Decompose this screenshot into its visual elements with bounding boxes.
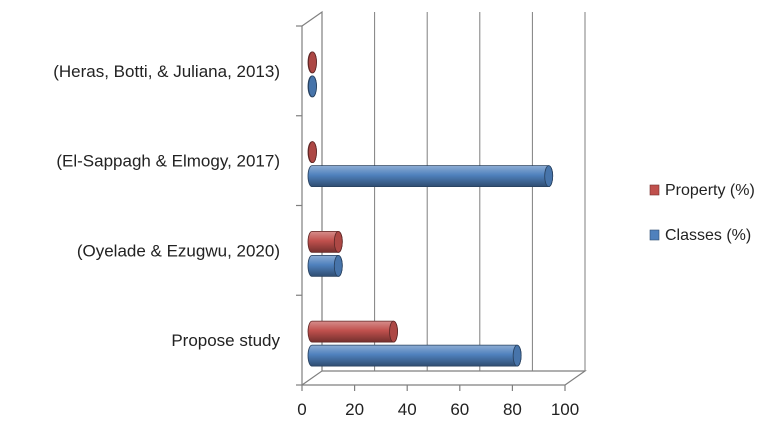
category-label: (Heras, Botti, & Juliana, 2013) (53, 62, 280, 81)
legend: Property (%) Classes (%) (649, 182, 755, 244)
category-label: (El-Sappagh & Elmogy, 2017) (56, 152, 280, 171)
bar (307, 51, 317, 74)
bars-layer (307, 51, 554, 367)
category-label: Propose study (171, 331, 280, 350)
grid-layer (321, 12, 586, 371)
bar (307, 254, 343, 277)
bar (307, 344, 522, 367)
x-tick-label: 100 (551, 400, 579, 419)
category-labels: (Heras, Botti, & Juliana, 2013) (El-Sappa… (53, 62, 280, 350)
bar (307, 141, 317, 164)
x-tick-label: 20 (345, 400, 364, 419)
bar (307, 320, 398, 343)
legend-label: Property (%) (665, 182, 755, 199)
legend-swatch (649, 184, 660, 196)
x-tick-label: 40 (398, 400, 417, 419)
floor (302, 370, 587, 386)
bar (307, 165, 554, 188)
legend-item: Classes (%) (649, 227, 751, 244)
axis-layer (296, 10, 587, 391)
category-label: (Oyelade & Ezugwu, 2020) (77, 241, 280, 260)
bar (307, 230, 343, 253)
x-tick-label: 0 (297, 400, 306, 419)
left-wall (301, 10, 323, 386)
bar (307, 75, 317, 98)
x-tick-label: 80 (503, 400, 522, 419)
legend-item: Property (%) (649, 182, 755, 199)
legend-label: Classes (%) (665, 227, 751, 244)
legend-swatch (649, 229, 660, 241)
tick-labels: 0 20 40 60 80 100 (297, 400, 579, 419)
x-tick-label: 60 (450, 400, 469, 419)
